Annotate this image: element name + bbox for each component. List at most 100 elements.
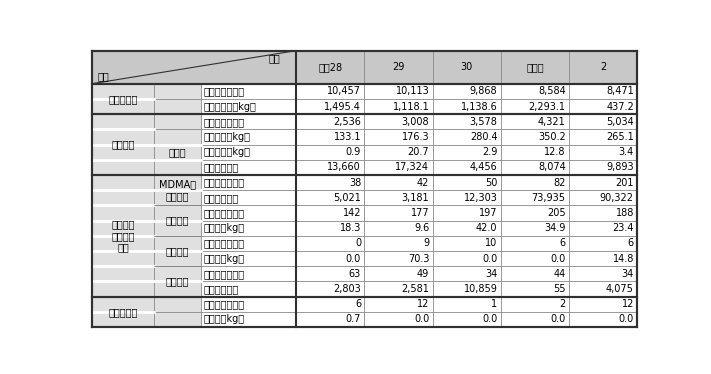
Text: 向精神薬: 向精神薬 xyxy=(166,276,189,286)
Text: 350.2: 350.2 xyxy=(538,132,566,142)
Text: 6: 6 xyxy=(628,239,634,248)
Text: 大麻草（本）: 大麻草（本） xyxy=(203,162,239,172)
Text: 90,322: 90,322 xyxy=(600,193,634,203)
Text: 10,859: 10,859 xyxy=(464,284,498,294)
Text: コカイン: コカイン xyxy=(166,216,189,226)
Text: 0.9: 0.9 xyxy=(346,147,361,157)
Text: 2: 2 xyxy=(600,62,606,72)
Text: 検挙人員（人）: 検挙人員（人） xyxy=(203,86,245,96)
Text: 17,324: 17,324 xyxy=(395,162,429,172)
Text: 0.0: 0.0 xyxy=(482,315,498,325)
Text: 176.3: 176.3 xyxy=(402,132,429,142)
Text: 1,138.6: 1,138.6 xyxy=(461,102,498,111)
Text: 10,113: 10,113 xyxy=(395,86,429,96)
Text: 0.0: 0.0 xyxy=(482,254,498,264)
Text: 2: 2 xyxy=(560,299,566,309)
Text: 0.0: 0.0 xyxy=(550,315,566,325)
Text: 3,008: 3,008 xyxy=(402,117,429,127)
Text: 9: 9 xyxy=(423,239,429,248)
Text: 押収量（錠）: 押収量（錠） xyxy=(203,284,239,294)
Text: 18.3: 18.3 xyxy=(340,223,361,233)
Text: 4,075: 4,075 xyxy=(606,284,634,294)
Text: 12,303: 12,303 xyxy=(464,193,498,203)
Text: 1,495.4: 1,495.4 xyxy=(324,102,361,111)
Text: 1,118.1: 1,118.1 xyxy=(392,102,429,111)
Text: 3.4: 3.4 xyxy=(619,147,634,157)
Text: 平成28: 平成28 xyxy=(319,62,343,72)
Text: 280.4: 280.4 xyxy=(470,132,498,142)
Text: 2,293.1: 2,293.1 xyxy=(529,102,566,111)
Text: 205: 205 xyxy=(547,208,566,218)
Bar xyxy=(92,50,637,84)
Text: 押収量（kg）: 押収量（kg） xyxy=(203,223,245,233)
Bar xyxy=(92,84,201,327)
Text: 8,471: 8,471 xyxy=(606,86,634,96)
Text: 12: 12 xyxy=(621,299,634,309)
Text: 検挙人員（人）: 検挙人員（人） xyxy=(203,178,245,188)
Text: 8,584: 8,584 xyxy=(538,86,566,96)
Text: 142: 142 xyxy=(343,208,361,218)
Text: 34.9: 34.9 xyxy=(545,223,566,233)
Text: 乾燥大麻（kg）: 乾燥大麻（kg） xyxy=(203,132,250,142)
Text: 区分: 区分 xyxy=(98,71,109,82)
Text: 437.2: 437.2 xyxy=(606,102,634,111)
Text: 10: 10 xyxy=(485,239,498,248)
Text: 265.1: 265.1 xyxy=(606,132,634,142)
Text: 20.7: 20.7 xyxy=(407,147,429,157)
Text: 大麻事犯: 大麻事犯 xyxy=(111,140,135,150)
Text: 検挙人員（人）: 検挙人員（人） xyxy=(203,269,245,279)
Text: 44: 44 xyxy=(553,269,566,279)
Text: 4,321: 4,321 xyxy=(538,117,566,127)
Text: 押収量（kg）: 押収量（kg） xyxy=(203,315,245,325)
Text: 30: 30 xyxy=(461,62,473,72)
Text: 188: 188 xyxy=(616,208,634,218)
Text: 9.6: 9.6 xyxy=(414,223,429,233)
Text: 177: 177 xyxy=(411,208,429,218)
Text: 検挙人員（人）: 検挙人員（人） xyxy=(203,208,245,218)
Text: 押収量: 押収量 xyxy=(169,147,186,157)
Text: 粉末押収量（kg）: 粉末押収量（kg） xyxy=(203,102,257,111)
Text: 29: 29 xyxy=(392,62,405,72)
Text: 63: 63 xyxy=(349,269,361,279)
Text: 8,074: 8,074 xyxy=(538,162,566,172)
Text: 201: 201 xyxy=(615,178,634,188)
Text: 検挙人員（人）: 検挙人員（人） xyxy=(203,299,245,309)
Text: 2,803: 2,803 xyxy=(333,284,361,294)
Text: 検挙人員（人）: 検挙人員（人） xyxy=(203,239,245,248)
Text: 0.7: 0.7 xyxy=(346,315,361,325)
Text: 0: 0 xyxy=(355,239,361,248)
Text: 5,021: 5,021 xyxy=(333,193,361,203)
Text: 2,581: 2,581 xyxy=(402,284,429,294)
Text: 6: 6 xyxy=(560,239,566,248)
Text: 3,181: 3,181 xyxy=(402,193,429,203)
Text: 10,457: 10,457 xyxy=(327,86,361,96)
Text: 12: 12 xyxy=(417,299,429,309)
Text: 5,034: 5,034 xyxy=(606,117,634,127)
Text: 12.8: 12.8 xyxy=(544,147,566,157)
Text: ヘロイン: ヘロイン xyxy=(166,246,189,256)
Text: 49: 49 xyxy=(417,269,429,279)
Text: 133.1: 133.1 xyxy=(333,132,361,142)
Text: 令和元: 令和元 xyxy=(526,62,544,72)
Text: 9,893: 9,893 xyxy=(606,162,634,172)
Text: 0.0: 0.0 xyxy=(346,254,361,264)
Text: 2.9: 2.9 xyxy=(482,147,498,157)
Text: 34: 34 xyxy=(485,269,498,279)
Text: 42.0: 42.0 xyxy=(476,223,498,233)
Text: 0.0: 0.0 xyxy=(619,315,634,325)
Text: MDMA等
合成麻薬: MDMA等 合成麻薬 xyxy=(159,180,196,201)
Text: 2,536: 2,536 xyxy=(333,117,361,127)
Text: 麻薬及び
向精神薬
事犯: 麻薬及び 向精神薬 事犯 xyxy=(111,219,135,252)
Text: 50: 50 xyxy=(485,178,498,188)
Text: あへん事犯: あへん事犯 xyxy=(108,307,138,317)
Text: 73,935: 73,935 xyxy=(532,193,566,203)
Text: 38: 38 xyxy=(349,178,361,188)
Text: 55: 55 xyxy=(553,284,566,294)
Text: 23.4: 23.4 xyxy=(612,223,634,233)
Text: 9,868: 9,868 xyxy=(470,86,498,96)
Text: 70.3: 70.3 xyxy=(408,254,429,264)
Text: 検挙人員（人）: 検挙人員（人） xyxy=(203,117,245,127)
Text: 覚醒剤事犯: 覚醒剤事犯 xyxy=(108,94,138,104)
Text: 押収量（錠）: 押収量（錠） xyxy=(203,193,239,203)
Text: 0.0: 0.0 xyxy=(414,315,429,325)
